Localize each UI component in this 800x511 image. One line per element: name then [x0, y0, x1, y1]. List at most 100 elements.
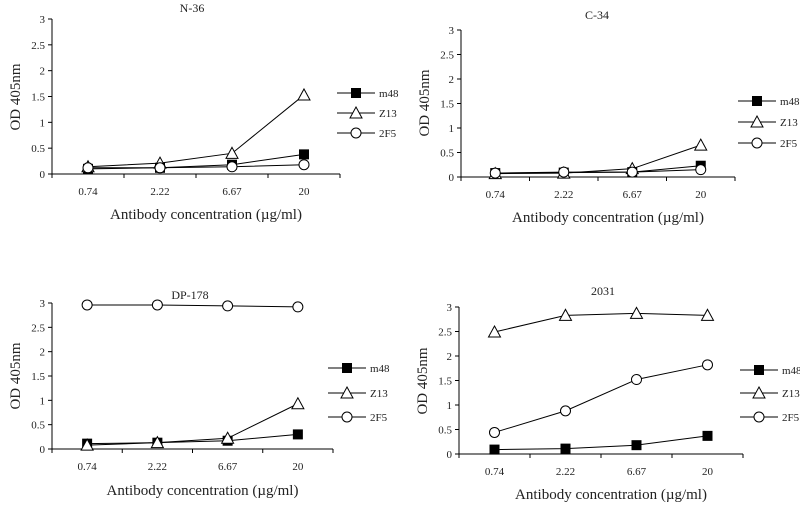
y-tick-label: 2.5 — [438, 327, 452, 339]
legend-label: Z13 — [370, 388, 388, 400]
legend-label: 2F5 — [780, 138, 798, 150]
series-2f5 — [489, 359, 713, 438]
data-point — [702, 359, 713, 371]
series-m48 — [489, 430, 713, 455]
data-point — [629, 306, 644, 319]
legend-item-m48: m48 — [337, 88, 399, 100]
series-m48 — [82, 429, 303, 449]
series-line — [494, 364, 708, 433]
legend-label: m48 — [370, 363, 390, 375]
data-point — [487, 324, 502, 338]
y-tick-label: 1 — [40, 395, 46, 407]
series-2f5 — [82, 159, 310, 174]
series-line — [87, 304, 298, 308]
data-point — [151, 299, 163, 311]
series-m48 — [83, 149, 309, 174]
legend-marker — [751, 137, 763, 149]
data-point — [292, 429, 303, 440]
series-z13 — [81, 87, 311, 173]
legend-item-2f5: 2F5 — [738, 137, 798, 150]
y-tick-label: 3 — [40, 14, 46, 26]
y-tick-label: 0 — [449, 172, 455, 184]
y-tick-label: 0.5 — [31, 143, 45, 155]
y-tick-label: 2.5 — [31, 322, 45, 334]
data-point — [291, 396, 305, 410]
chart-title: DP-178 — [171, 288, 208, 302]
series-z13 — [487, 306, 715, 338]
x-tick-label: 6.67 — [627, 466, 647, 478]
y-tick-label: 2.5 — [440, 50, 454, 62]
y-tick-label: 1 — [447, 400, 453, 412]
series-line — [495, 144, 701, 175]
data-point — [489, 167, 501, 179]
legend-marker — [752, 385, 766, 399]
y-tick-label: 1.5 — [31, 371, 45, 383]
y-tick-label: 0.5 — [440, 148, 454, 160]
x-tick-label: 2.22 — [554, 189, 573, 201]
y-tick-label: 2 — [40, 347, 46, 359]
series-m48 — [490, 160, 706, 179]
x-tick-label: 0.74 — [485, 466, 505, 478]
series-line — [495, 169, 701, 174]
data-point — [299, 149, 309, 160]
y-tick-label: 2.5 — [31, 40, 45, 52]
legend-marker — [752, 96, 762, 106]
legend-marker — [351, 88, 361, 98]
legend-marker — [750, 114, 764, 128]
data-point — [695, 164, 707, 176]
legend-label: 2F5 — [782, 412, 800, 424]
legend-marker — [754, 365, 764, 375]
x-tick-label: 0.74 — [78, 186, 98, 198]
series-line — [87, 433, 298, 445]
y-axis-label: OD 405nm — [8, 342, 24, 409]
legend-marker — [341, 411, 353, 423]
legend-label: 2F5 — [370, 412, 388, 424]
data-point — [297, 87, 311, 101]
data-point — [154, 162, 166, 174]
series-line — [87, 403, 299, 446]
data-point — [222, 300, 234, 312]
y-tick-label: 3 — [449, 25, 455, 37]
data-point — [80, 438, 94, 451]
data-point — [292, 301, 304, 313]
series-line — [88, 164, 305, 169]
series-line — [494, 312, 708, 333]
data-point — [702, 430, 713, 441]
y-tick-label: 2 — [449, 74, 455, 86]
data-point — [226, 161, 238, 173]
data-point — [560, 405, 571, 417]
series-2f5 — [81, 299, 304, 313]
y-tick-label: 0 — [40, 444, 46, 456]
legend-item-m48: m48 — [738, 96, 800, 108]
chart-panel-dp-178: DP-178 0 0.5 1 1.5 2 2.5 3 0.74 2.22 6.67 20 Antibod… — [8, 288, 390, 499]
legend-label: Z13 — [780, 117, 798, 129]
data-point — [150, 435, 165, 449]
data-point — [631, 440, 642, 451]
data-point — [631, 374, 642, 386]
legend-label: m48 — [782, 365, 800, 377]
series-2f5 — [489, 164, 707, 179]
data-point — [225, 146, 239, 159]
series-z13 — [80, 396, 305, 451]
data-point — [489, 444, 500, 455]
x-axis-label: Antibody concentration (µg/ml) — [512, 210, 704, 226]
x-tick-label: 20 — [299, 186, 311, 198]
legend-marker — [753, 411, 765, 423]
legend-item-2f5: 2F5 — [328, 411, 388, 424]
y-tick-label: 1.5 — [440, 99, 454, 111]
legend-label: 2F5 — [379, 128, 397, 140]
legend-item-z13: Z13 — [738, 114, 798, 129]
series-line — [87, 94, 305, 168]
legend-marker — [349, 105, 363, 119]
series-line — [87, 153, 305, 170]
chart-panel-2031: 2031 0 0.5 1 1.5 2 2.5 3 0.74 2.22 6.67 20 Antibody … — [415, 284, 800, 503]
y-tick-label: 0 — [40, 169, 46, 181]
legend-label: Z13 — [379, 108, 397, 120]
legend-marker — [342, 363, 352, 373]
data-point — [693, 138, 708, 151]
y-axis-label: OD 405nm — [417, 69, 433, 136]
x-tick-label: 2.22 — [556, 466, 575, 478]
y-axis-label: OD 405nm — [415, 347, 431, 414]
y-tick-label: 3 — [40, 298, 46, 310]
x-tick-label: 6.67 — [218, 461, 238, 473]
